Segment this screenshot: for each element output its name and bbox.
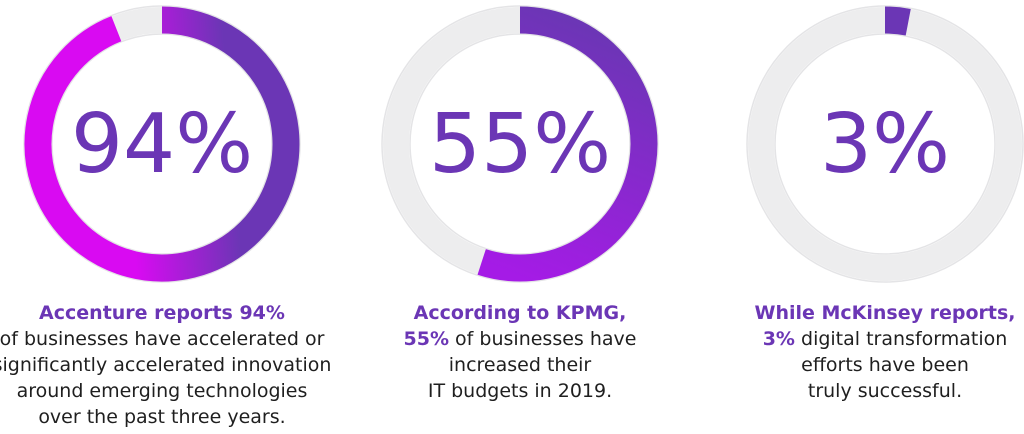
- caption-line: around emerging technologies: [16, 380, 308, 402]
- donut-track-inline: [51, 33, 273, 255]
- caption-line: 3% digital transformation: [715, 326, 1024, 352]
- donut-track-outline: [23, 5, 301, 283]
- donut-track-inline: [774, 33, 996, 255]
- stat-card-accenture: 94% Accenture reports 94% of businesses …: [0, 0, 332, 434]
- stat-card-mckinsey: 3% While McKinsey reports, 3% digital tr…: [715, 0, 1024, 434]
- caption-line: of businesses have accelerated or: [0, 328, 325, 350]
- caption-text: digital transformation: [794, 328, 1008, 350]
- caption: According to KPMG, 55% of businesses hav…: [350, 300, 690, 404]
- caption: Accenture reports 94% of businesses have…: [0, 300, 332, 430]
- caption-text: of businesses have: [449, 328, 637, 350]
- percent-value: 3%: [820, 97, 950, 192]
- caption-line: efforts have been: [801, 354, 969, 376]
- caption-highlight-percent: 55%: [403, 328, 450, 350]
- caption-line: truly successful.: [807, 380, 963, 402]
- caption-highlight: While McKinsey reports,: [754, 302, 1016, 324]
- caption-highlight: According to KPMG,: [413, 302, 627, 324]
- donut-chart-55: 55%: [381, 5, 659, 283]
- donut-arc-3: [884, 6, 911, 36]
- caption-line: increased their: [448, 354, 592, 376]
- caption-highlight: Accenture reports 94%: [39, 302, 285, 324]
- donut-track-outline: [746, 5, 1024, 283]
- caption-line: over the past three years.: [38, 406, 286, 428]
- caption-line: significantly accelerated innovation: [0, 354, 332, 376]
- donut-track-outline: [381, 5, 659, 283]
- caption-highlight-percent: 3%: [762, 328, 795, 350]
- caption-line: IT budgets in 2019.: [427, 380, 613, 402]
- donut-chart-94: 94%: [23, 5, 301, 283]
- donut-arc-55: [477, 6, 658, 282]
- caption: While McKinsey reports, 3% digital trans…: [715, 300, 1024, 404]
- donut-arc-94: [24, 6, 300, 282]
- donut-track-inline: [409, 33, 631, 255]
- stat-card-kpmg: 55% According to KPMG, 55% of businesses…: [350, 0, 690, 434]
- donut-chart-3: 3%: [746, 5, 1024, 283]
- percent-value: 94%: [71, 97, 253, 192]
- percent-value: 55%: [429, 97, 611, 192]
- caption-line: 55% of businesses have: [350, 326, 690, 352]
